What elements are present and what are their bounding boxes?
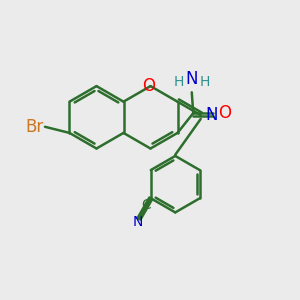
Text: H: H <box>173 75 184 89</box>
Text: H: H <box>200 75 210 89</box>
Text: C: C <box>142 198 151 212</box>
Text: N: N <box>206 106 218 124</box>
Text: N: N <box>132 215 143 229</box>
Text: O: O <box>218 104 231 122</box>
Text: Br: Br <box>25 118 44 136</box>
Text: O: O <box>142 77 155 95</box>
Text: N: N <box>185 70 198 88</box>
